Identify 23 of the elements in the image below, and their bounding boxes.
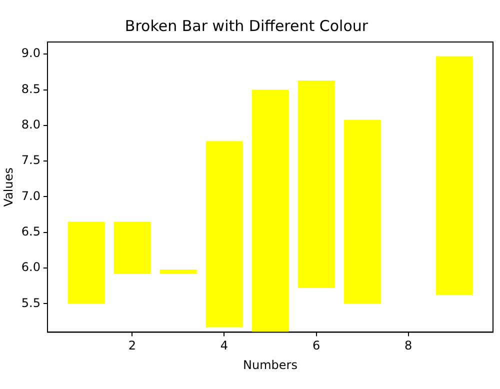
y-tick-label: 9.0 [21,46,40,60]
x-tick-label: 6 [312,338,320,353]
bar [114,222,151,274]
x-tick-label: 8 [404,338,412,353]
y-tick-label: 7.0 [21,188,40,203]
x-axis-title: Numbers [243,358,298,372]
y-tick-label: 6.0 [21,260,40,274]
bar [252,90,289,332]
chart-title: Broken Bar with Different Colour [124,16,369,35]
bar [344,120,381,304]
y-tick-label: 8.5 [21,82,40,96]
bar [160,269,197,274]
bar [68,222,105,304]
bar [206,141,243,328]
y-tick-label: 8.0 [21,118,40,132]
y-tick-label: 7.5 [21,153,40,168]
x-tick-label: 2 [128,338,136,353]
bar [298,80,335,288]
x-tick-label: 4 [220,338,228,353]
y-axis-title: Values [1,167,16,207]
y-tick-label: 5.5 [21,296,40,310]
y-tick-label: 6.5 [21,224,40,238]
bar [436,56,473,296]
